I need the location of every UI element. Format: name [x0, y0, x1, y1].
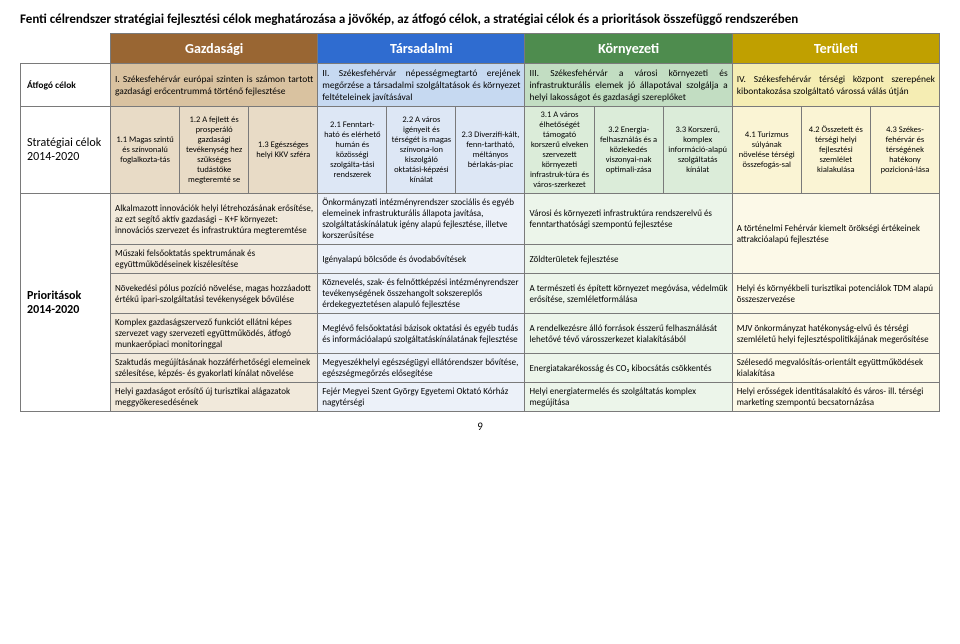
pri-t-0: Önkormányzati intézményrendszer szociáli… — [318, 194, 525, 245]
strat-ter1: 4.1 Turizmus súlyának növelése térségi ö… — [732, 107, 801, 194]
strat-k3: 3.3 Korszerű, komplex információ-alapú s… — [663, 107, 732, 194]
strat-g3: 1.3 Egészséges helyi KKV szféra — [249, 107, 318, 194]
atfogo-row: Átfogó célok I. Székesfehérvár európai s… — [21, 64, 940, 107]
pri-g-3: Komplex gazdaságszervező funkciót ellátn… — [111, 314, 318, 354]
atfogo-ter: IV. Székesfehérvár térségi központ szere… — [732, 64, 939, 107]
strat-k2: 3.2 Energia-felhasználás és a közlekedés… — [594, 107, 663, 194]
atfogo-tars: II. Székesfehérvár népességmegtartó erej… — [318, 64, 525, 107]
pri-t-3: Meglévő felsőoktatási bázisok oktatási é… — [318, 314, 525, 354]
header-row: Gazdasági Társadalmi Környezeti Területi — [21, 34, 940, 64]
strat-ter2: 4.2 Összetett és térségi helyi fejleszté… — [801, 107, 870, 194]
label-strat: Stratégiai célok 2014-2020 — [21, 107, 111, 194]
strat-t2: 2.2 A város igényeit és térségét is maga… — [387, 107, 456, 194]
hdr-tarsadalmi: Társadalmi — [318, 34, 525, 64]
strategy-table: Gazdasági Társadalmi Környezeti Területi… — [20, 33, 940, 412]
pri-ter-4: Helyi erősségek identitásalakító és váro… — [732, 383, 939, 412]
pri-k-3: A rendelkezésre álló források ésszerű fe… — [525, 314, 732, 354]
hdr-teruleti: Területi — [732, 34, 939, 64]
pri-row-2: Növekedési pólus pozíció növelése, magas… — [21, 274, 940, 314]
strat-g2: 1.2 A fejlett és prosperáló gazdasági te… — [180, 107, 249, 194]
pri-row-4: Szaktudás megújításának hozzáférhetőségi… — [21, 354, 940, 383]
page-number: 9 — [20, 412, 940, 433]
pri-k-1: Zöldterületek fejlesztése — [525, 245, 732, 274]
pri-row-0: Prioritások 2014-2020 Alkalmazott innová… — [21, 194, 940, 245]
pri-g-1: Műszaki felsőoktatás spektrumának és egy… — [111, 245, 318, 274]
pri-g-4: Szaktudás megújításának hozzáférhetőségi… — [111, 354, 318, 383]
pri-ter-0: A történelmi Fehérvár kiemelt örökségi é… — [732, 194, 939, 274]
pri-ter-1: Helyi és környékbeli turisztikai potenci… — [732, 274, 939, 314]
atfogo-gazd: I. Székesfehérvár európai szinten is szá… — [111, 64, 318, 107]
pri-t-5: Fejér Megyei Szent György Egyetemi Oktat… — [318, 383, 525, 412]
strat-t3: 2.3 Diverzifi-kált, fenn-tartható, méltá… — [456, 107, 525, 194]
pri-k-0: Városi és környezeti infrastruktúra rend… — [525, 194, 732, 245]
strat-t1: 2.1 Fenntart-ható és elérhető humán és k… — [318, 107, 387, 194]
pri-t-4: Megyeszékhelyi egészségügyi ellátórendsz… — [318, 354, 525, 383]
pri-k-5: Helyi energiatermelés és szolgáltatás ko… — [525, 383, 732, 412]
pri-row-3: Komplex gazdaságszervező funkciót ellátn… — [21, 314, 940, 354]
pri-k-4: Energiatakarékosság és CO₂ kibocsátás cs… — [525, 354, 732, 383]
strat-g1: 1.1 Magas szintű és színvonalú foglalkoz… — [111, 107, 180, 194]
hdr-kornyezeti: Környezeti — [525, 34, 732, 64]
pri-ter-2: MJV önkormányzat hatékonyság-elvű és tér… — [732, 314, 939, 354]
strat-k1: 3.1 A város élhetőségét támogató korszer… — [525, 107, 594, 194]
label-atfogo: Átfogó célok — [21, 64, 111, 107]
label-pri: Prioritások 2014-2020 — [21, 194, 111, 412]
atfogo-korny: III. Székesfehérvár a városi környezeti … — [525, 64, 732, 107]
hdr-gazdasagi: Gazdasági — [111, 34, 318, 64]
strat-ter3: 4.3 Székes-fehérvár és térségének hatéko… — [870, 107, 939, 194]
pri-k-2: A természeti és épített környezet megóvá… — [525, 274, 732, 314]
pri-t-1: Igényalapú bölcsőde és óvodabővítések — [318, 245, 525, 274]
page-title: Fenti célrendszer stratégiai fejlesztési… — [20, 12, 940, 33]
pri-t-2: Köznevelés, szak- és felnőttképzési inté… — [318, 274, 525, 314]
pri-g-0: Alkalmazott innovációk helyi létrehozásá… — [111, 194, 318, 245]
pri-g-5: Helyi gazdaságot erősítő új turisztikai … — [111, 383, 318, 412]
pri-ter-3: Szélesedő megvalósítás-orientált együttm… — [732, 354, 939, 383]
pri-g-2: Növekedési pólus pozíció növelése, magas… — [111, 274, 318, 314]
pri-row-5: Helyi gazdaságot erősítő új turisztikai … — [21, 383, 940, 412]
strat-row: Stratégiai célok 2014-2020 1.1 Magas szi… — [21, 107, 940, 194]
